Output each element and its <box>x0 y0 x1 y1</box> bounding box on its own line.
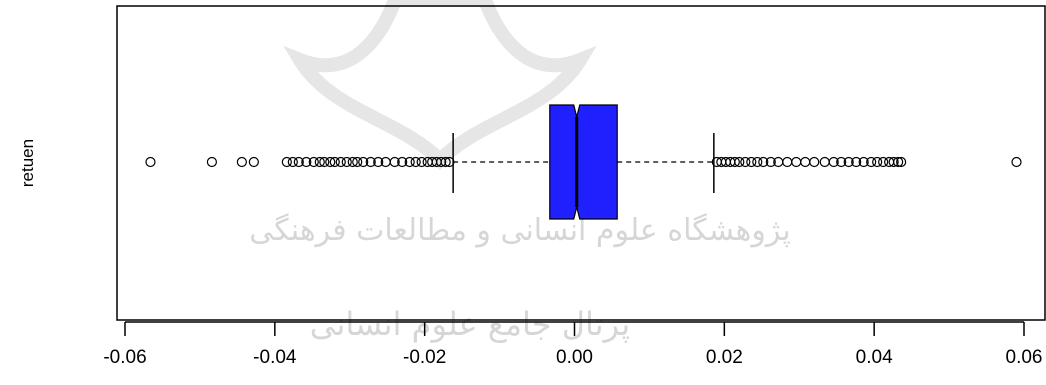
watermark: پژوهشگاه علوم انسانی و مطالعات فرهنگی پر… <box>249 0 791 343</box>
outlier-point-high <box>851 156 862 168</box>
watermark-line1: پژوهشگاه علوم انسانی و مطالعات فرهنگی <box>249 213 791 248</box>
outlier-point-low <box>410 156 421 168</box>
watermark-line2: پرتال جامع علوم انسانی <box>310 305 630 343</box>
x-tick-label: 0.06 <box>1006 347 1043 368</box>
outlier-point-high <box>746 156 757 168</box>
outlier-point-low <box>301 156 312 168</box>
outlier-point-low <box>352 156 363 168</box>
y-axis-label: retuen <box>18 139 37 187</box>
outlier-point-low <box>341 156 352 168</box>
outlier-point-low <box>358 156 369 168</box>
x-tick-label: -0.06 <box>103 347 146 368</box>
outlier-point-high <box>734 156 745 168</box>
outlier-point-high <box>782 156 793 168</box>
plot-frame <box>116 5 1046 321</box>
outlier-point-low <box>314 156 325 168</box>
outlier-point-low <box>365 156 376 168</box>
watermark-emblem <box>283 0 597 170</box>
outlier-point-low <box>319 156 330 168</box>
outlier-point-low <box>440 156 451 168</box>
outlier-point-low <box>389 156 400 168</box>
outlier-point-low <box>416 156 427 168</box>
outlier-point-low <box>373 156 384 168</box>
outlier-point-low <box>329 156 340 168</box>
outlier-point-low <box>325 156 336 168</box>
whiskers <box>452 133 715 193</box>
outlier-point-low <box>281 156 292 168</box>
outliers <box>145 156 1022 168</box>
outlier-point-low <box>248 156 259 168</box>
outlier-point-high <box>878 156 889 168</box>
outlier-point-high <box>858 156 869 168</box>
outlier-point-high <box>888 156 899 168</box>
outlier-point-high <box>896 156 907 168</box>
x-tick-label: 0.04 <box>856 347 893 368</box>
outlier-point-high <box>819 156 830 168</box>
outlier-point-high <box>843 156 854 168</box>
outlier-point-high <box>809 156 820 168</box>
outlier-point-high <box>866 156 877 168</box>
outlier-point-high <box>828 156 839 168</box>
outlier-point-low <box>404 156 415 168</box>
outlier-point-high <box>765 156 776 168</box>
outlier-point-high <box>872 156 883 168</box>
outlier-point-low <box>293 156 304 168</box>
outlier-point-low <box>444 156 455 168</box>
outlier-point-low <box>308 156 319 168</box>
outlier-point-high <box>729 156 740 168</box>
outlier-point-low <box>206 156 218 168</box>
outlier-point-low <box>397 156 408 168</box>
outlier-point-low <box>236 156 247 168</box>
outlier-point-high <box>791 156 802 168</box>
x-tick-label: 0.02 <box>706 347 743 368</box>
outlier-point-low <box>436 156 447 168</box>
outlier-point-high <box>800 156 811 168</box>
box <box>549 104 618 220</box>
x-tick-label: 0.00 <box>556 347 593 368</box>
outlier-point-high <box>740 156 751 168</box>
outlier-point-low <box>145 156 156 168</box>
outlier-point-high <box>893 156 904 168</box>
outlier-point-high <box>752 156 763 168</box>
outlier-point-low <box>287 156 298 168</box>
outlier-point-low <box>335 156 346 168</box>
outlier-point-high <box>1011 156 1022 168</box>
x-axis: -0.06 -0.04 -0.02 0.00 0.02 0.04 0.06 <box>103 321 1043 368</box>
outlier-point-high <box>758 156 769 168</box>
box-body <box>549 104 618 220</box>
x-tick-label: -0.04 <box>253 347 297 368</box>
x-tick-label: -0.02 <box>403 347 446 368</box>
outlier-point-low <box>347 156 358 168</box>
outlier-point-high <box>836 156 847 168</box>
